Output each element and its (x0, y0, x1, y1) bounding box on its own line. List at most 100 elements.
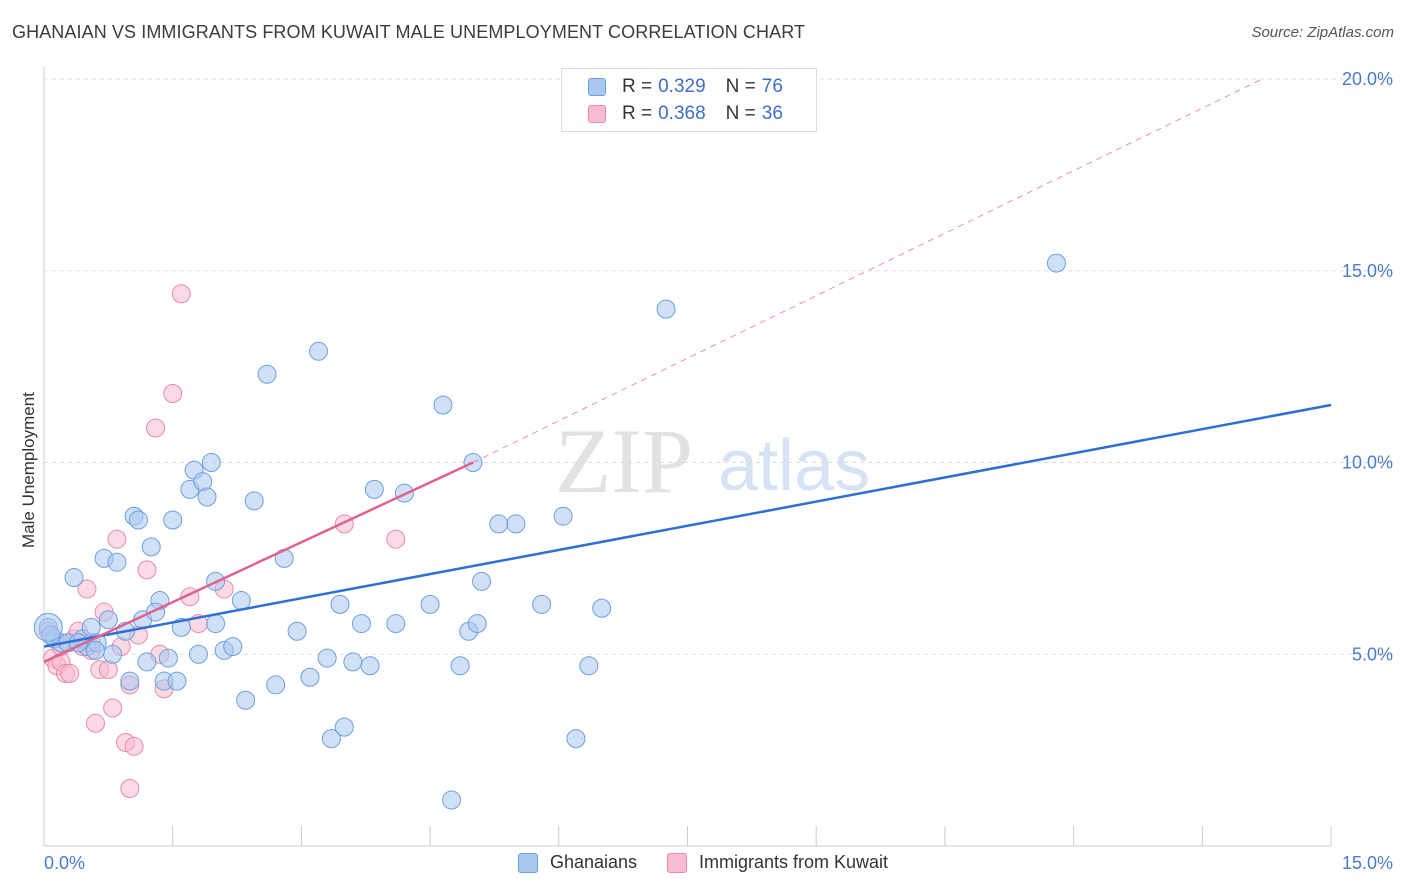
legend-swatch-blue (588, 78, 606, 96)
point-kuwait (103, 698, 123, 718)
point-ghanaian (1046, 253, 1066, 273)
point-ghanaian (206, 614, 226, 634)
series-legend: Ghanaians Immigrants from Kuwait (0, 852, 1406, 873)
point-kuwait (124, 736, 144, 756)
legend-row-ghanaians: R = 0.329 N = 76 (588, 74, 783, 100)
y-tick-label: 5.0% (1352, 644, 1393, 664)
legend-n-label: N = (725, 103, 756, 124)
point-kuwait (334, 514, 354, 534)
point-ghanaian (317, 648, 337, 668)
chart-title: GHANAIAN VS IMMIGRANTS FROM KUWAIT MALE … (12, 22, 806, 42)
point-ghanaian (231, 591, 251, 611)
point-ghanaian (128, 510, 148, 530)
legend-n-value: 36 (761, 103, 783, 124)
legend-swatch-blue (517, 852, 538, 873)
point-ghanaian (351, 614, 371, 634)
point-ghanaian (467, 614, 487, 634)
legend-swatch-pink (667, 852, 688, 873)
legend-label-ghanaians: Ghanaians (549, 852, 638, 872)
point-ghanaian (197, 487, 217, 507)
axes (43, 66, 1332, 847)
point-ghanaian (244, 491, 264, 511)
legend-item-kuwait[interactable]: Immigrants from Kuwait (667, 852, 888, 873)
legend-n-value: 76 (761, 76, 783, 97)
point-ghanaian (103, 644, 123, 664)
point-kuwait (146, 418, 166, 438)
legend-item-ghanaians[interactable]: Ghanaians (517, 852, 638, 873)
point-ghanaian (386, 614, 406, 634)
point-ghanaian (158, 648, 178, 668)
point-ghanaian (442, 790, 462, 810)
point-ghanaian (553, 506, 573, 526)
point-ghanaian (450, 656, 470, 676)
watermark: ZIP atlas (555, 410, 870, 512)
point-ghanaian (579, 656, 599, 676)
legend-r-label: R = (622, 103, 653, 124)
y-tick-label: 10.0% (1342, 453, 1393, 473)
point-ghanaian (433, 395, 453, 415)
point-kuwait (60, 663, 80, 683)
y-tick-label: 20.0% (1342, 69, 1393, 89)
point-ghanaian (489, 514, 509, 534)
point-kuwait (163, 383, 183, 403)
point-ghanaian (330, 594, 350, 614)
correlation-legend: R = 0.329 N = 76 R = 0.368 N = 36 (561, 68, 817, 132)
watermark-atlas: atlas (718, 426, 870, 506)
trend-line-ghanaians (43, 403, 1332, 648)
point-ghanaian (287, 621, 307, 641)
trend-line-kuwait-extension (472, 78, 1263, 463)
point-ghanaian (592, 598, 612, 618)
y-axis-label: Male Unemployment (19, 392, 38, 548)
legend-row-kuwait: R = 0.368 N = 36 (588, 101, 783, 127)
point-ghanaian (532, 594, 552, 614)
point-ghanaian (223, 637, 243, 657)
point-ghanaian (33, 612, 63, 642)
legend-r-label: R = (622, 76, 653, 97)
data-points (33, 253, 1066, 810)
point-ghanaian (343, 652, 363, 672)
point-ghanaian (85, 640, 105, 660)
legend-n-label: N = (725, 76, 756, 97)
tick-labels: 5.0% 10.0% 15.0% 20.0% 0.0% 15.0% (44, 69, 1393, 873)
point-ghanaian (257, 364, 277, 384)
point-ghanaian (236, 690, 256, 710)
point-ghanaian (360, 656, 380, 676)
point-ghanaian (364, 479, 384, 499)
point-ghanaian (506, 514, 526, 534)
gridlines (44, 78, 1392, 655)
watermark-zip: ZIP (555, 410, 693, 512)
point-kuwait (120, 778, 140, 798)
legend-swatch-pink (588, 105, 606, 123)
point-ghanaian (472, 571, 492, 591)
point-ghanaian (309, 341, 329, 361)
point-kuwait (107, 529, 127, 549)
point-kuwait (171, 284, 191, 304)
point-ghanaian (201, 453, 221, 472)
legend-r-value: 0.329 (658, 76, 706, 97)
point-ghanaian (188, 644, 208, 664)
legend-r-value: 0.368 (658, 103, 706, 124)
point-kuwait (386, 529, 406, 549)
point-ghanaian (321, 729, 341, 749)
point-ghanaian (656, 299, 676, 319)
point-ghanaian (107, 552, 127, 572)
point-ghanaian (120, 671, 140, 691)
x-tick-label: 0.0% (44, 853, 85, 873)
point-kuwait (137, 560, 157, 580)
x-tick-label: 15.0% (1342, 853, 1393, 873)
point-ghanaian (266, 675, 286, 695)
trend-line-kuwait (43, 461, 474, 664)
point-ghanaian (566, 729, 586, 749)
source-credit: Source: ZipAtlas.com (1251, 24, 1394, 41)
trend-lines (43, 78, 1332, 664)
point-ghanaian (334, 717, 354, 737)
point-kuwait (77, 579, 97, 599)
point-kuwait (85, 713, 105, 733)
point-ghanaian (420, 594, 440, 614)
point-ghanaian (300, 667, 320, 687)
point-ghanaian (64, 568, 84, 588)
y-tick-label: 15.0% (1342, 261, 1393, 281)
point-ghanaian (163, 510, 183, 530)
legend-label-kuwait: Immigrants from Kuwait (699, 852, 889, 872)
